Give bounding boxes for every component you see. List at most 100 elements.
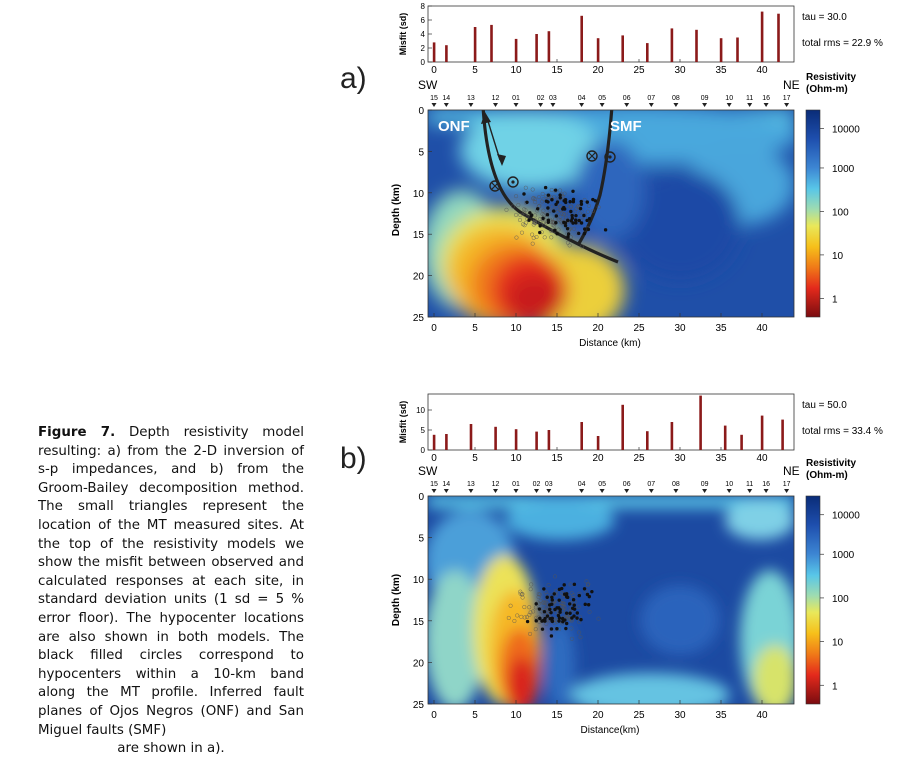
site-label: 17 xyxy=(783,95,791,102)
distance-tick-label: 35 xyxy=(715,323,727,334)
hypocenter-open xyxy=(590,208,595,213)
misfit-bar xyxy=(695,29,698,62)
site-triangle xyxy=(624,489,630,493)
hypocenter-filled xyxy=(558,607,562,612)
hypocenter-filled xyxy=(540,619,544,623)
hypocenter-open xyxy=(574,206,579,211)
misfit-b-plot: 0 5 10 0 5 10 15 20 25 30 35 40 xyxy=(416,395,784,464)
hypocenter-open xyxy=(555,209,560,214)
misfit-bar xyxy=(469,424,473,450)
hypocenter-open xyxy=(522,210,527,215)
hypocenter-filled xyxy=(555,232,559,236)
hypocenter-open xyxy=(514,212,519,217)
sw-label-b: SW xyxy=(418,464,438,478)
hypocenter-filled xyxy=(553,188,558,192)
hypocenter-filled xyxy=(558,610,562,614)
hypocenter-filled xyxy=(544,199,549,203)
misfit-bar xyxy=(646,43,649,62)
hypocenter-open xyxy=(533,220,538,225)
hypocenter-filled xyxy=(571,197,576,202)
distance-tick-label: 15 xyxy=(551,710,563,721)
hypocenter-filled xyxy=(538,616,542,621)
misfit-ytick-label: 0 xyxy=(421,446,426,455)
site-label: 01 xyxy=(512,481,520,488)
site-triangle xyxy=(648,489,654,493)
hypocenter-open xyxy=(533,217,538,222)
hypocenter-open xyxy=(537,592,542,597)
hypocenter-filled xyxy=(550,595,554,599)
hypocenter-open xyxy=(561,212,566,217)
hypocenter-open xyxy=(543,601,548,606)
hypocenter-open xyxy=(532,197,538,202)
hypocenter-filled xyxy=(569,219,573,223)
hypocenter-filled xyxy=(578,206,583,211)
hypocenter-open xyxy=(579,244,584,249)
hypocenter-open xyxy=(543,589,548,594)
colorbar-tick-label: 10 xyxy=(832,638,844,649)
hypocenter-filled xyxy=(571,189,575,193)
site-label: 14 xyxy=(442,95,450,102)
depth-tick-label: 15 xyxy=(413,230,425,241)
distance-tick-label: 25 xyxy=(633,710,645,721)
misfit-bar xyxy=(490,24,493,62)
sw-label-a: SW xyxy=(418,78,438,92)
site-triangle xyxy=(726,103,732,107)
site-triangle xyxy=(493,103,498,107)
misfit-ytick-label: 6 xyxy=(421,16,426,25)
misfit-bar xyxy=(777,13,780,62)
misfit-bar xyxy=(596,436,600,450)
hypocenter-filled xyxy=(582,231,587,236)
section-b-ylabel: Depth (km) xyxy=(391,574,402,626)
hypocenter-open xyxy=(553,217,558,222)
depth-tick-label: 10 xyxy=(413,189,425,200)
misfit-xtick-label: 20 xyxy=(592,453,604,464)
smf-fault-line xyxy=(576,110,614,246)
site-label: 15 xyxy=(430,481,438,488)
site-label: 08 xyxy=(672,95,680,102)
site-label: 11 xyxy=(746,481,753,488)
distance-tick-label: 30 xyxy=(674,323,686,334)
misfit-xtick-label: 30 xyxy=(674,453,686,464)
hypocenter-open xyxy=(529,582,534,587)
hypocenter-filled xyxy=(543,616,547,621)
distance-tick-label: 25 xyxy=(633,323,645,334)
site-label: 04 xyxy=(578,95,586,102)
misfit-bar xyxy=(580,15,583,63)
hypocenter-filled xyxy=(537,607,542,611)
hypocenter-filled xyxy=(554,214,559,218)
hypocenter-filled xyxy=(570,213,574,218)
misfit-xtick-label: 35 xyxy=(715,453,727,464)
hypocenter-filled xyxy=(552,592,556,596)
colorbar-b-title-2: (Ohm-m) xyxy=(806,470,848,481)
misfit-a-ylabel: Misfit (sd) xyxy=(398,13,408,56)
misfit-xtick-label: 35 xyxy=(715,65,727,76)
colorbar-tick-label: 100 xyxy=(832,207,849,218)
misfit-bar xyxy=(736,37,739,62)
section-a-axes: 0 5 10 15 20 25 0 5 10 15 20 25 30 35 40 xyxy=(413,106,768,334)
hypocenter-open xyxy=(578,635,583,640)
misfit-xtick-label: 25 xyxy=(633,453,645,464)
hypocenter-open xyxy=(531,196,536,201)
colorbar-b xyxy=(805,495,821,705)
hypocenter-filled xyxy=(583,227,587,231)
site-triangle xyxy=(784,489,790,493)
hypocenter-filled xyxy=(525,200,529,204)
misfit-xtick-label: 25 xyxy=(633,65,645,76)
site-label: 08 xyxy=(672,481,680,488)
misfit-a-plot: 0 2 4 6 8 0 5 10 15 20 25 30 35 40 xyxy=(421,2,780,76)
site-label: 05 xyxy=(598,95,606,102)
hypocenter-filled xyxy=(585,218,589,223)
depth-tick-label: 25 xyxy=(413,313,425,324)
misfit-xtick-label: 20 xyxy=(592,65,604,76)
hypocenter-filled xyxy=(591,197,595,202)
hypocenter-filled xyxy=(549,610,553,615)
site-label: 16 xyxy=(762,95,770,102)
panel-b-label: b) xyxy=(340,442,367,475)
hypocenter-open xyxy=(556,227,561,232)
hypocenter-open xyxy=(552,195,557,200)
misfit-bar xyxy=(621,35,624,62)
hypocenter-open xyxy=(562,211,567,216)
site-triangle xyxy=(599,489,605,493)
misfit-xtick-label: 40 xyxy=(756,453,768,464)
misfit-xtick-label: 0 xyxy=(431,453,437,464)
